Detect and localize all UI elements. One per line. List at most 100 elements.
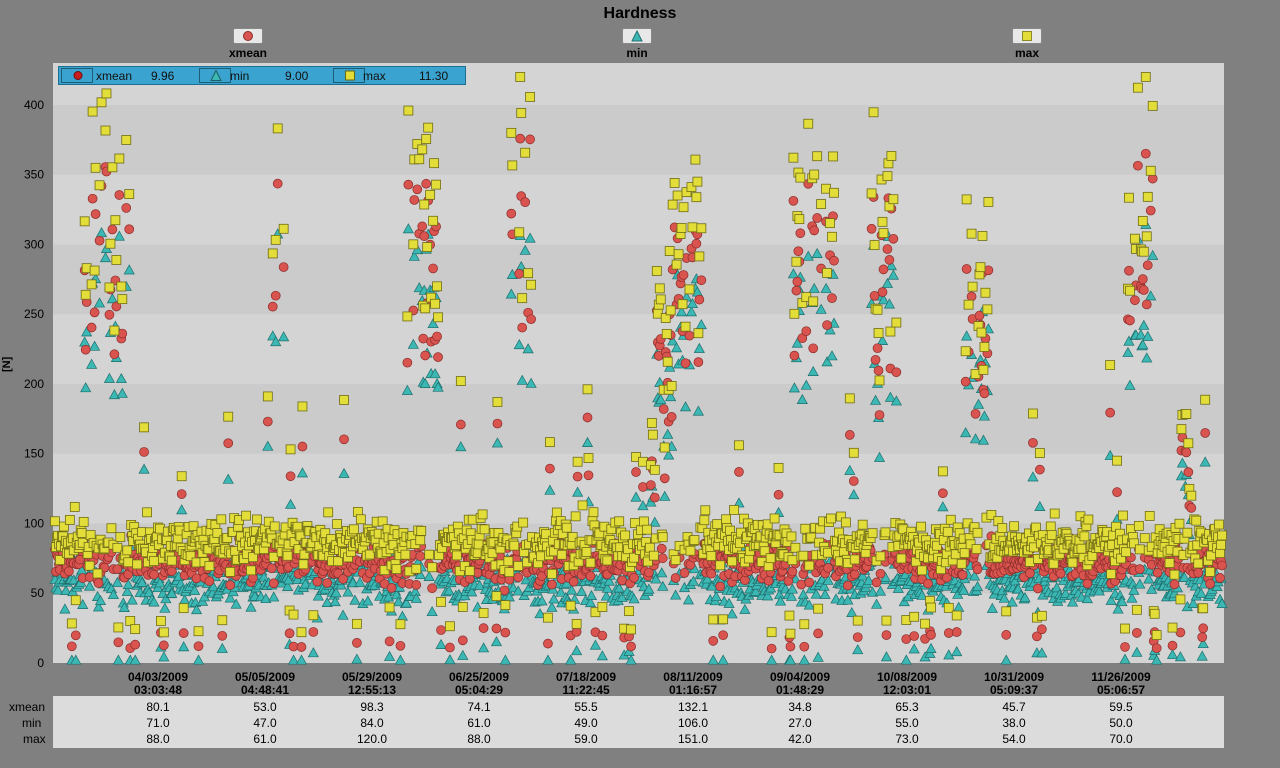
min-point: [176, 504, 188, 515]
max-point: [89, 265, 100, 276]
xmean-point: [267, 301, 278, 312]
max-point: [106, 523, 117, 534]
max-point: [1215, 548, 1225, 558]
x-tick-date: 09/04/2009: [769, 670, 831, 684]
max-point: [715, 560, 726, 571]
max-point: [518, 517, 529, 528]
max-point: [70, 595, 81, 606]
max-point: [769, 513, 780, 524]
max-point: [917, 565, 927, 576]
min-point: [1195, 587, 1207, 598]
min-point: [1075, 591, 1088, 602]
xmean-point: [1142, 260, 1153, 271]
max-point: [400, 549, 411, 560]
xmean-point: [70, 630, 81, 641]
max-point: [643, 556, 653, 567]
max-point: [648, 550, 659, 561]
min-point: [811, 247, 823, 258]
min-point: [565, 654, 577, 665]
max-point: [269, 521, 280, 532]
min-point: [347, 577, 359, 588]
max-point: [660, 313, 671, 323]
xmean-point: [960, 376, 971, 387]
min-point: [435, 638, 447, 649]
max-point: [422, 242, 433, 252]
xmean-point: [1215, 573, 1225, 583]
max-point: [427, 562, 438, 573]
xmean-point: [225, 580, 236, 590]
max-point: [517, 293, 528, 304]
min-point: [812, 651, 824, 662]
min-point: [791, 337, 803, 348]
max-point: [556, 549, 567, 560]
max-point: [880, 527, 891, 538]
xmean-point: [788, 195, 799, 206]
max-point: [1217, 530, 1227, 541]
min-point: [59, 603, 71, 614]
min-point: [330, 587, 342, 598]
max-point: [681, 187, 692, 198]
max-point: [377, 516, 388, 527]
min-point: [818, 580, 830, 591]
max-point: [664, 246, 675, 256]
max-point: [436, 596, 446, 607]
max-point: [725, 525, 735, 536]
max-point: [828, 151, 838, 162]
min-point: [284, 498, 297, 509]
min-point: [842, 594, 854, 605]
legend-item-max[interactable]: max: [987, 28, 1067, 60]
legend-item-xmean[interactable]: xmean: [208, 28, 288, 60]
xmean-point: [412, 184, 423, 195]
table-cell-min: 71.0: [146, 716, 170, 730]
max-point: [450, 540, 461, 551]
max-point: [212, 528, 223, 538]
min-point: [978, 410, 991, 421]
xmean-point: [763, 575, 774, 586]
xmean-point: [499, 585, 510, 596]
xmean-point: [1132, 628, 1142, 638]
min-point: [118, 601, 130, 612]
xmean-point: [436, 625, 446, 635]
xmean-point: [822, 320, 832, 330]
max-point: [351, 618, 362, 629]
max-point: [827, 231, 837, 242]
min-point: [693, 342, 705, 353]
min-point: [513, 339, 525, 350]
xmean-point: [525, 134, 535, 145]
min-point: [1199, 456, 1211, 467]
min-point: [108, 388, 120, 400]
max-point: [1001, 606, 1012, 617]
max-point: [620, 530, 631, 541]
min-point: [675, 306, 688, 317]
xmean-point: [278, 262, 289, 272]
min-point: [86, 358, 98, 369]
max-point: [872, 304, 883, 315]
max-point: [114, 153, 125, 164]
min-point: [116, 387, 128, 398]
legend-item-min[interactable]: min: [597, 28, 677, 60]
xmean-point: [1037, 624, 1047, 635]
min-point: [1134, 578, 1146, 589]
min-point: [958, 584, 970, 595]
min-point: [555, 586, 567, 597]
min-point: [457, 649, 469, 660]
max-point: [857, 519, 868, 530]
xmean-point: [1141, 299, 1152, 310]
min-point: [649, 516, 661, 527]
max-point: [826, 513, 836, 524]
xmean-point: [545, 463, 555, 474]
xmean-point: [646, 480, 656, 490]
min-point: [796, 393, 808, 404]
max-point: [790, 542, 801, 553]
min-point: [148, 596, 160, 607]
max-point: [96, 97, 107, 108]
max-point: [1214, 519, 1224, 530]
min-point: [998, 592, 1010, 603]
xmean-point: [176, 489, 187, 499]
xmean-point: [1181, 447, 1192, 458]
max-point: [1067, 557, 1078, 568]
xmean-point: [322, 578, 333, 588]
max-point: [503, 556, 514, 567]
table-cell-max: 88.0: [467, 732, 491, 746]
min-point: [222, 473, 234, 484]
